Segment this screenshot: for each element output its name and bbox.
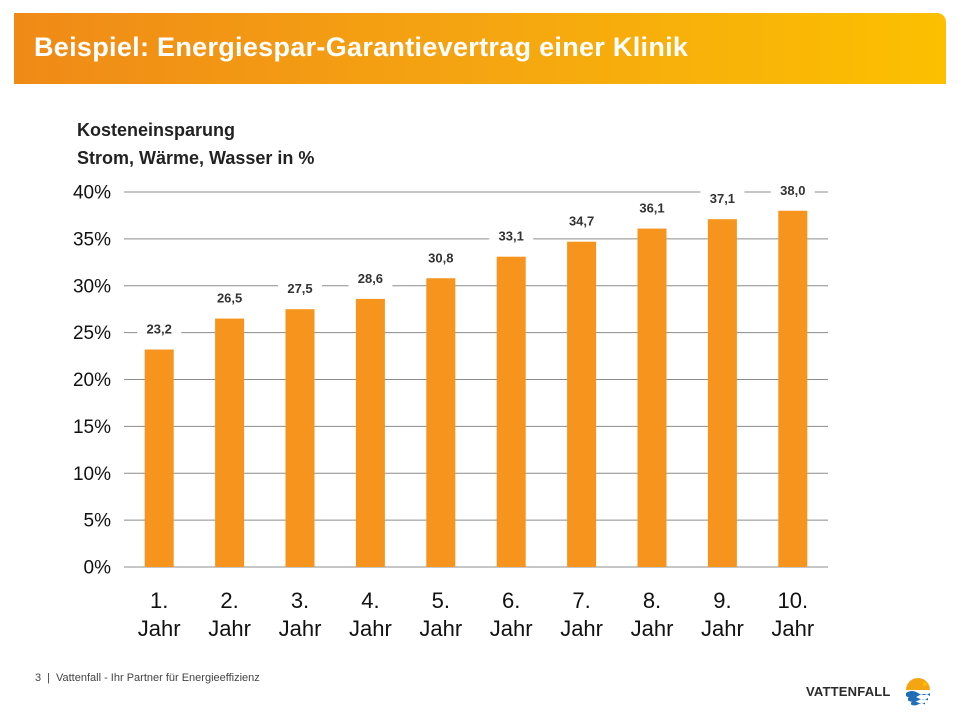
y-tick-label: 0% — [84, 558, 112, 579]
data-label: 36,1 — [639, 201, 664, 216]
footer-separator: | — [47, 672, 50, 684]
data-label: 23,2 — [147, 322, 172, 337]
data-label: 34,7 — [569, 214, 594, 229]
data-label: 30,8 — [428, 250, 453, 265]
x-tick-label: 10. — [778, 588, 809, 613]
logo-text: VATTENFALL — [806, 684, 891, 699]
bar — [355, 298, 385, 567]
data-label-background — [770, 180, 815, 200]
x-tick-label: 9. — [713, 588, 731, 613]
x-tick-label: Jahr — [138, 616, 181, 641]
x-tick-label: Jahr — [490, 616, 533, 641]
footer-text: Vattenfall - Ihr Partner für Energieeffi… — [55, 672, 260, 684]
x-tick-label: Jahr — [771, 616, 814, 641]
y-tick-label: 35% — [73, 229, 111, 250]
data-label: 37,1 — [710, 191, 735, 206]
x-tick-label: Jahr — [349, 616, 392, 641]
x-tick-label: 7. — [572, 588, 590, 613]
y-tick-label: 10% — [73, 464, 111, 485]
x-tick-label: Jahr — [560, 616, 603, 641]
data-label-background — [489, 226, 534, 246]
y-tick-label: 5% — [84, 511, 112, 532]
x-tick-label: 3. — [291, 588, 309, 613]
bar — [707, 219, 737, 567]
x-tick-label: 6. — [502, 588, 520, 613]
data-label-background — [348, 268, 393, 288]
y-tick-label: 30% — [73, 276, 111, 297]
page-number: 3 — [35, 672, 42, 684]
bar — [215, 318, 245, 567]
x-tick-label: Jahr — [279, 616, 322, 641]
data-label-background — [700, 189, 745, 209]
vattenfall-logo-icon — [906, 678, 930, 706]
x-tick-label: 1. — [150, 588, 168, 613]
y-tick-label: 25% — [73, 323, 111, 344]
page-title: Beispiel: Energiespar-Garantievertrag ei… — [34, 32, 689, 62]
bar — [426, 278, 456, 567]
bar — [496, 256, 526, 567]
x-tick-label: Jahr — [208, 616, 251, 641]
x-tick-label: 4. — [361, 588, 379, 613]
title-bar — [14, 13, 946, 84]
x-tick-label: Jahr — [419, 616, 462, 641]
data-label-background — [418, 248, 463, 268]
data-label: 27,5 — [287, 281, 312, 296]
data-label-background — [559, 211, 604, 231]
bar — [567, 241, 597, 567]
data-label: 26,5 — [217, 291, 242, 306]
bar — [144, 349, 174, 567]
footer: 3 | Vattenfall - Ihr Partner für Energieef… — [35, 672, 260, 684]
vattenfall-logo: VATTENFALL — [806, 677, 932, 707]
bar — [778, 210, 808, 567]
y-tick-label: 40% — [73, 183, 111, 204]
chart-subtitle-line-1: Kosteneinsparung — [77, 120, 236, 140]
y-tick-label: 20% — [73, 370, 111, 391]
data-label-background — [137, 319, 182, 339]
chart-subtitle-line-2: Strom, Wärme, Wasser in % — [77, 148, 315, 168]
data-label-background — [630, 198, 674, 218]
x-tick-label: Jahr — [701, 616, 744, 641]
data-label: 33,1 — [499, 229, 524, 244]
bar — [285, 309, 315, 567]
data-label: 28,6 — [358, 271, 383, 286]
data-label-background — [207, 288, 252, 308]
bar — [637, 228, 667, 567]
x-tick-label: 5. — [432, 588, 450, 613]
x-tick-label: 8. — [643, 588, 661, 613]
x-tick-label: 2. — [220, 588, 238, 613]
data-label: 38,0 — [780, 183, 805, 198]
x-tick-label: Jahr — [631, 616, 674, 641]
data-label-background — [278, 279, 322, 299]
y-tick-label: 15% — [73, 417, 111, 438]
